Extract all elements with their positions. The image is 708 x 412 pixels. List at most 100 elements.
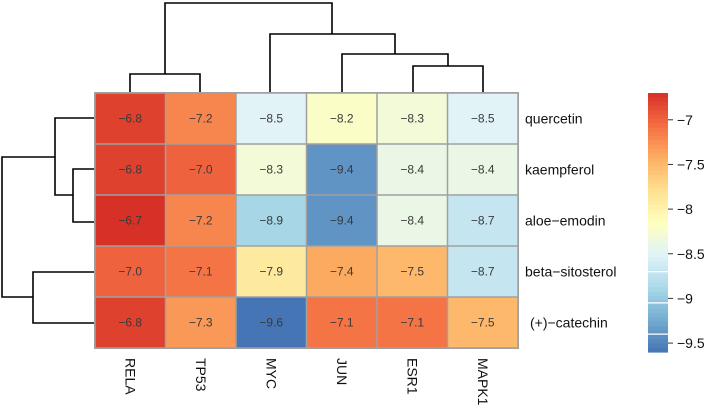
cell-value-label: −6.8: [118, 316, 142, 330]
cell-value-label: −7.5: [471, 316, 495, 330]
heatmap-grid-background: [94, 92, 519, 349]
legend-color-step: [648, 192, 668, 198]
cell-value-label: −6.8: [118, 112, 142, 126]
row-dendro-link-root: [1, 156, 55, 298]
heatmap-cell: [236, 195, 306, 246]
col-dendro-link-jun-esr1mapk1: [341, 53, 449, 93]
legend-color-step: [648, 291, 668, 297]
legend-color-step: [648, 187, 668, 193]
row-label: (+)−catechin: [530, 315, 608, 331]
heatmap-cell: [166, 93, 236, 144]
cell-value-label: −7.5: [400, 265, 424, 279]
col-dendro-link-rela-tp53: [129, 73, 201, 93]
heatmap-cell: [307, 297, 377, 348]
column-labels: RELA TP53 MYC JUN ESR1 MAPK1: [122, 358, 491, 406]
cell-value-label: −8.3: [400, 112, 424, 126]
heatmap-cell: [307, 93, 377, 144]
col-dendro-link-myc-rest: [269, 33, 396, 93]
legend-tick-label: −7: [677, 112, 693, 128]
heatmap-cell: [377, 144, 447, 195]
row-dendro-link-sitosterol-catechin: [32, 271, 95, 324]
legend-color-step: [648, 287, 668, 293]
cell-value-label: −8.3: [259, 163, 283, 177]
legend-color-step: [648, 175, 668, 180]
legend-color-step: [648, 179, 668, 185]
cell-value-label: −7.1: [400, 316, 424, 330]
legend-color-step: [648, 295, 668, 301]
legend-tick-label: −7.5: [677, 156, 705, 172]
legend-color-step: [648, 205, 668, 211]
legend-color-step: [648, 226, 668, 232]
legend-color-step: [648, 131, 668, 137]
legend-color-step: [648, 213, 668, 219]
color-legend: −7 −7.5 −8 −8.5 −9 −9.5: [648, 93, 705, 353]
cell-value-label: −8.9: [259, 214, 283, 228]
cell-value-label: −8.4: [400, 214, 424, 228]
cell-value-label: −8.7: [471, 214, 495, 228]
legend-color-step: [648, 93, 668, 98]
heatmap-cell: [377, 93, 447, 144]
legend-tick-label: −9.5: [677, 335, 705, 351]
legend-tick-label: −9: [677, 290, 693, 306]
column-label: RELA: [122, 358, 138, 395]
legend-color-step: [648, 239, 668, 245]
legend-color-step: [648, 248, 668, 254]
legend-color-step: [648, 235, 668, 241]
heatmap-cell: [236, 144, 306, 195]
legend-color-step: [648, 257, 668, 262]
row-dendrogram: [1, 117, 95, 324]
cell-value-label: −7.0: [189, 163, 213, 177]
row-label: aloe−emodin: [525, 213, 606, 229]
heatmap-cell: [448, 246, 518, 297]
heatmap-cell: [377, 246, 447, 297]
col-dendro-link-root: [164, 2, 333, 74]
cell-value-label: −7.2: [189, 112, 213, 126]
legend-color-step: [648, 162, 668, 167]
legend-color-step: [648, 313, 668, 319]
legend-color-step: [648, 118, 668, 124]
legend-color-step: [648, 97, 668, 103]
legend-color-step: [648, 274, 668, 280]
column-label: ESR1: [404, 358, 420, 395]
column-label: TP53: [193, 358, 209, 392]
legend-color-step: [648, 308, 668, 314]
heatmap-cell: [95, 297, 165, 348]
legend-color-step: [648, 209, 668, 215]
legend-color-step: [648, 343, 668, 349]
row-dendro-link-kaempferol-aloe: [72, 168, 95, 223]
row-dendro-link-quercetin-rest: [54, 117, 95, 196]
heatmap-cell: [95, 144, 165, 195]
heatmap-cell: [377, 297, 447, 348]
legend-color-step: [648, 144, 668, 150]
heatmap-cell: [95, 195, 165, 246]
cell-value-label: −7.9: [259, 265, 283, 279]
legend-color-step: [648, 261, 668, 267]
legend-color-step: [648, 304, 668, 310]
legend-color-step: [648, 114, 668, 120]
heatmap-cells: −6.8 −7.2 −8.5 −8.2 −8.3 −8.5 −6.8 −7.0 −8.3 −9.4…: [95, 93, 518, 348]
cell-value-label: −8.5: [259, 112, 283, 126]
legend-color-step: [648, 127, 668, 133]
legend-color-step: [648, 170, 668, 176]
heatmap-cell: [236, 246, 306, 297]
heatmap-cell: [377, 195, 447, 246]
cell-value-label: −8.4: [400, 163, 424, 177]
legend-color-step: [648, 149, 668, 155]
cell-value-label: −8.2: [330, 112, 354, 126]
heatmap-cell: [95, 246, 165, 297]
legend-color-step: [648, 218, 668, 224]
cell-value-label: −9.6: [259, 316, 283, 330]
legend-color-step: [648, 330, 668, 336]
column-label: JUN: [334, 358, 350, 385]
legend-color-step: [648, 252, 668, 258]
cell-value-label: −6.7: [118, 214, 142, 228]
column-label: MYC: [263, 358, 279, 389]
heatmap-cell: [307, 144, 377, 195]
legend-color-step: [648, 101, 668, 107]
cell-value-label: −8.5: [471, 112, 495, 126]
row-label: quercetin: [525, 111, 583, 127]
cell-value-label: −7.0: [118, 265, 142, 279]
legend-tick-label: −8.5: [677, 246, 705, 262]
legend-color-step: [648, 166, 668, 172]
